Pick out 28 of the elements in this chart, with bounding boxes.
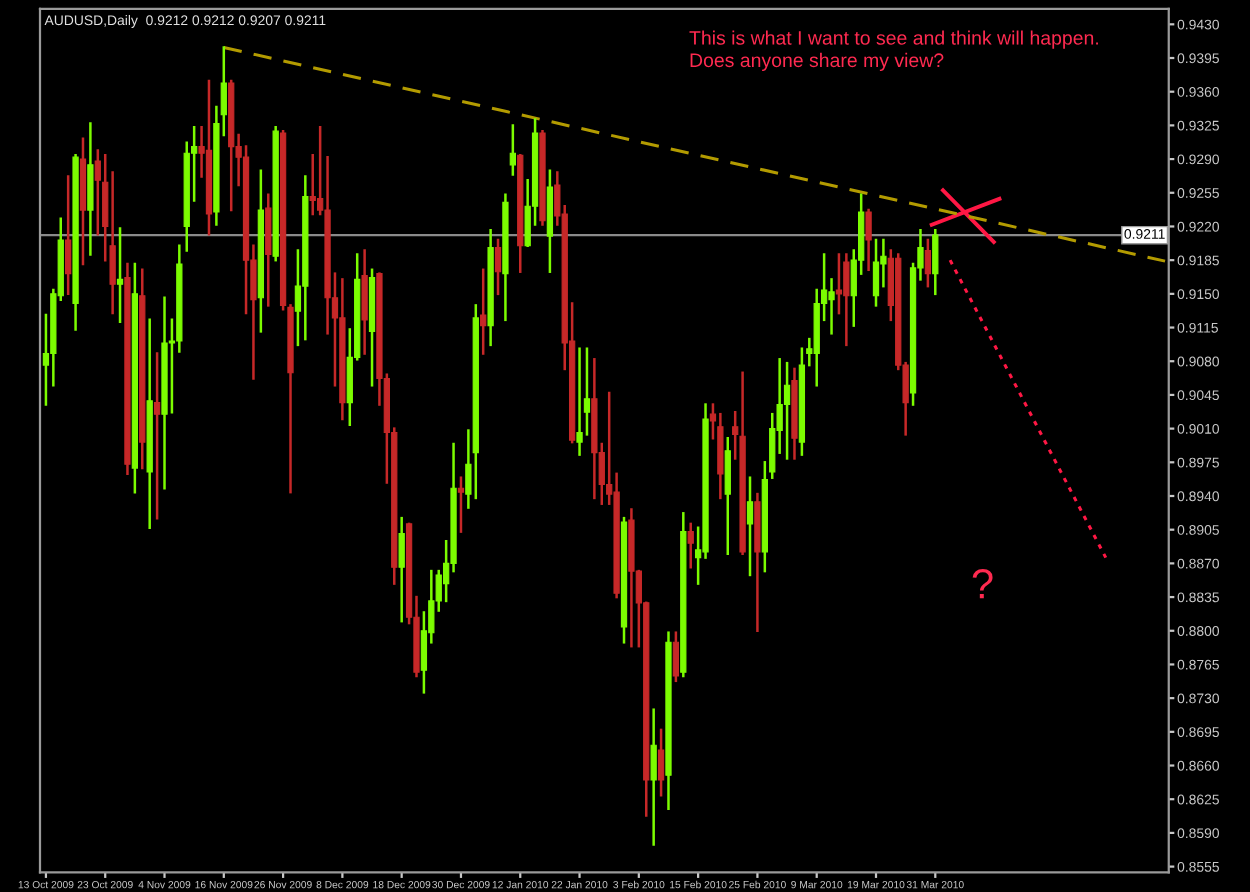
candlestick: [509, 124, 516, 176]
annotation: ?: [972, 569, 993, 599]
candlestick: [153, 352, 161, 520]
candlestick: [457, 476, 465, 533]
candlestick: [650, 708, 657, 846]
candlestick: [576, 347, 583, 456]
candlestick: [265, 193, 272, 307]
candlestick: [932, 229, 939, 296]
candlestick: [783, 361, 791, 460]
candlestick: [480, 268, 487, 355]
candlestick: [746, 476, 754, 577]
candlestick: [398, 516, 405, 623]
candlestick: [724, 436, 731, 555]
candlestick: [835, 253, 843, 315]
annotation: This is what I want to see and think will happen. Does anyone share my view?: [689, 30, 1098, 71]
candlestick: [828, 278, 835, 335]
candlestick: [657, 728, 665, 797]
candlestick: [865, 208, 872, 272]
candlestick: [872, 238, 880, 307]
candlestick: [361, 249, 368, 355]
candlestick: [924, 238, 932, 288]
candlestick: [494, 238, 502, 296]
candlestick: [843, 253, 850, 347]
candlestick: [116, 227, 124, 324]
candlestick: [672, 631, 680, 683]
candlestick: [687, 522, 694, 569]
candlestick: [87, 122, 94, 256]
candlestick: [65, 175, 72, 296]
